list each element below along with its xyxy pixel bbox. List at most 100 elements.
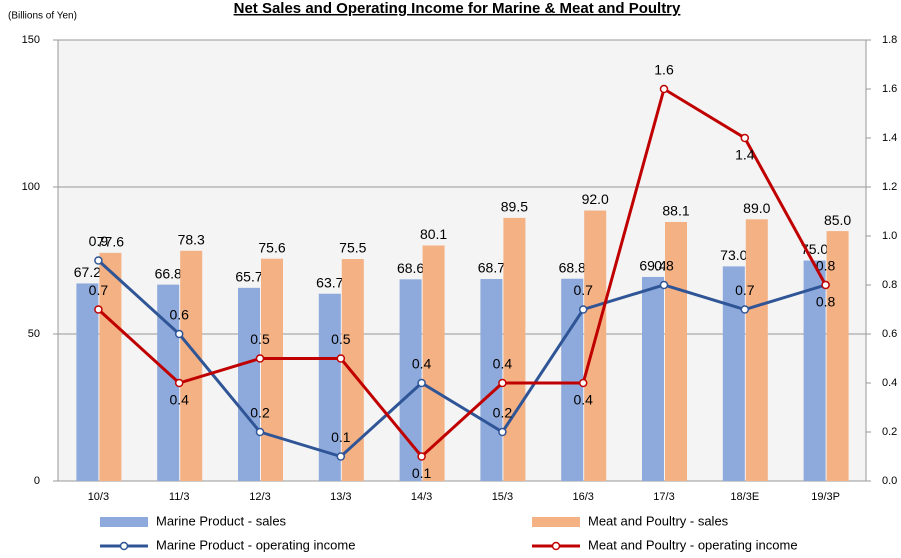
line-point xyxy=(498,427,507,437)
legend-label: Marine Product - sales xyxy=(156,513,287,528)
data-label: 0.4 xyxy=(412,356,432,372)
line-point xyxy=(94,256,103,265)
line-point xyxy=(255,354,265,363)
bar xyxy=(99,252,122,481)
data-label: 0.1 xyxy=(412,465,432,481)
x-tick-label: 18/3E xyxy=(730,491,759,503)
y2-tick-label: 1.0 xyxy=(882,230,897,242)
line-point xyxy=(578,378,588,388)
x-tick-label: 12/3 xyxy=(249,491,270,503)
y-tick-label: 50 xyxy=(28,328,40,340)
data-label: 0.6 xyxy=(169,307,189,323)
data-label: 65.7 xyxy=(235,269,262,285)
y2-tick-label: 1.2 xyxy=(882,181,897,193)
bar xyxy=(642,276,664,481)
line-point xyxy=(336,354,346,363)
x-tick-label: 15/3 xyxy=(492,491,513,503)
data-label: 69.4 xyxy=(639,258,666,274)
data-label: 78.3 xyxy=(178,232,205,248)
bar xyxy=(399,279,422,481)
bar xyxy=(180,250,203,481)
data-label: 0.8 xyxy=(816,258,836,274)
data-label: 85.0 xyxy=(824,212,851,228)
data-label: 0.7 xyxy=(573,282,593,298)
data-label: 68.8 xyxy=(559,259,586,275)
legend-swatch xyxy=(532,517,580,527)
chart-title: Net Sales and Operating Income for Marin… xyxy=(234,0,681,17)
line-point xyxy=(417,452,426,461)
line-point xyxy=(94,305,103,314)
line-point xyxy=(578,305,588,314)
data-label: 0.8 xyxy=(816,294,836,310)
legend-label: Meat and Poultry - sales xyxy=(588,513,729,528)
data-label: 75.5 xyxy=(339,240,366,256)
legend-marker xyxy=(119,541,129,551)
line-point xyxy=(255,427,265,437)
data-label: 0.4 xyxy=(493,356,513,372)
data-label: 1.4 xyxy=(735,147,755,163)
x-tick-label: 13/3 xyxy=(330,491,351,503)
y2-tick-label: 0.8 xyxy=(882,279,897,291)
line-point xyxy=(659,280,669,290)
data-label: 75.6 xyxy=(258,239,285,255)
line xyxy=(97,86,827,459)
line-point xyxy=(659,84,669,94)
line-point xyxy=(417,378,426,388)
line-point xyxy=(174,329,184,339)
y2-tick-label: 0.0 xyxy=(882,475,897,487)
data-label: 0.5 xyxy=(331,331,351,347)
legend-swatch xyxy=(100,517,148,527)
y-tick-label: 150 xyxy=(22,34,40,46)
legend-marker xyxy=(551,541,561,551)
data-label: 68.6 xyxy=(397,260,424,276)
bar xyxy=(76,283,99,481)
data-label: 66.8 xyxy=(155,265,182,281)
data-label: 68.7 xyxy=(478,260,505,276)
x-tick-label: 14/3 xyxy=(411,491,432,503)
bar xyxy=(745,219,768,481)
x-tick-label: 11/3 xyxy=(169,491,190,503)
y2-tick-label: 0.6 xyxy=(882,328,897,340)
data-label: 89.0 xyxy=(743,200,770,216)
data-label: 0.2 xyxy=(493,405,513,421)
x-tick-label: 16/3 xyxy=(572,491,593,503)
bar xyxy=(722,266,745,481)
data-label: 0.4 xyxy=(169,392,189,408)
y-tick-label: 0 xyxy=(34,475,40,487)
data-label: 0.7 xyxy=(89,282,109,298)
data-label: 0.1 xyxy=(331,429,351,445)
line-point xyxy=(174,378,184,388)
data-label: 0.4 xyxy=(573,392,593,408)
line-point xyxy=(498,378,507,388)
legend-label: Marine Product - operating income xyxy=(156,537,355,552)
data-label: 67.2 xyxy=(74,264,101,280)
data-label: 89.5 xyxy=(501,199,528,215)
line-point xyxy=(740,133,750,143)
bar xyxy=(561,278,584,481)
data-label: 92.0 xyxy=(582,191,609,207)
data-label: 0.2 xyxy=(250,405,270,421)
bar xyxy=(803,260,826,481)
bar xyxy=(238,287,260,481)
x-tick-label: 10/3 xyxy=(88,491,109,503)
data-label: 0.8 xyxy=(654,258,674,274)
y2-tick-label: 1.6 xyxy=(882,83,897,95)
legend-label: Meat and Poultry - operating income xyxy=(588,537,798,552)
line-point xyxy=(740,305,750,314)
data-label: 77.6 xyxy=(97,234,124,250)
x-tick-label: 17/3 xyxy=(653,491,674,503)
data-label: 73.0 xyxy=(720,247,747,263)
line-point xyxy=(821,280,830,290)
data-label: 63.7 xyxy=(316,274,343,290)
y2-tick-label: 1.4 xyxy=(882,132,897,144)
data-label: 0.7 xyxy=(735,282,755,298)
x-tick-label: 19/3P xyxy=(811,491,840,503)
bar xyxy=(826,231,849,481)
bar xyxy=(318,293,341,481)
bar xyxy=(422,245,445,481)
data-label: 88.1 xyxy=(662,203,689,219)
bar xyxy=(584,210,607,481)
bar xyxy=(503,217,526,481)
bar xyxy=(341,259,364,481)
